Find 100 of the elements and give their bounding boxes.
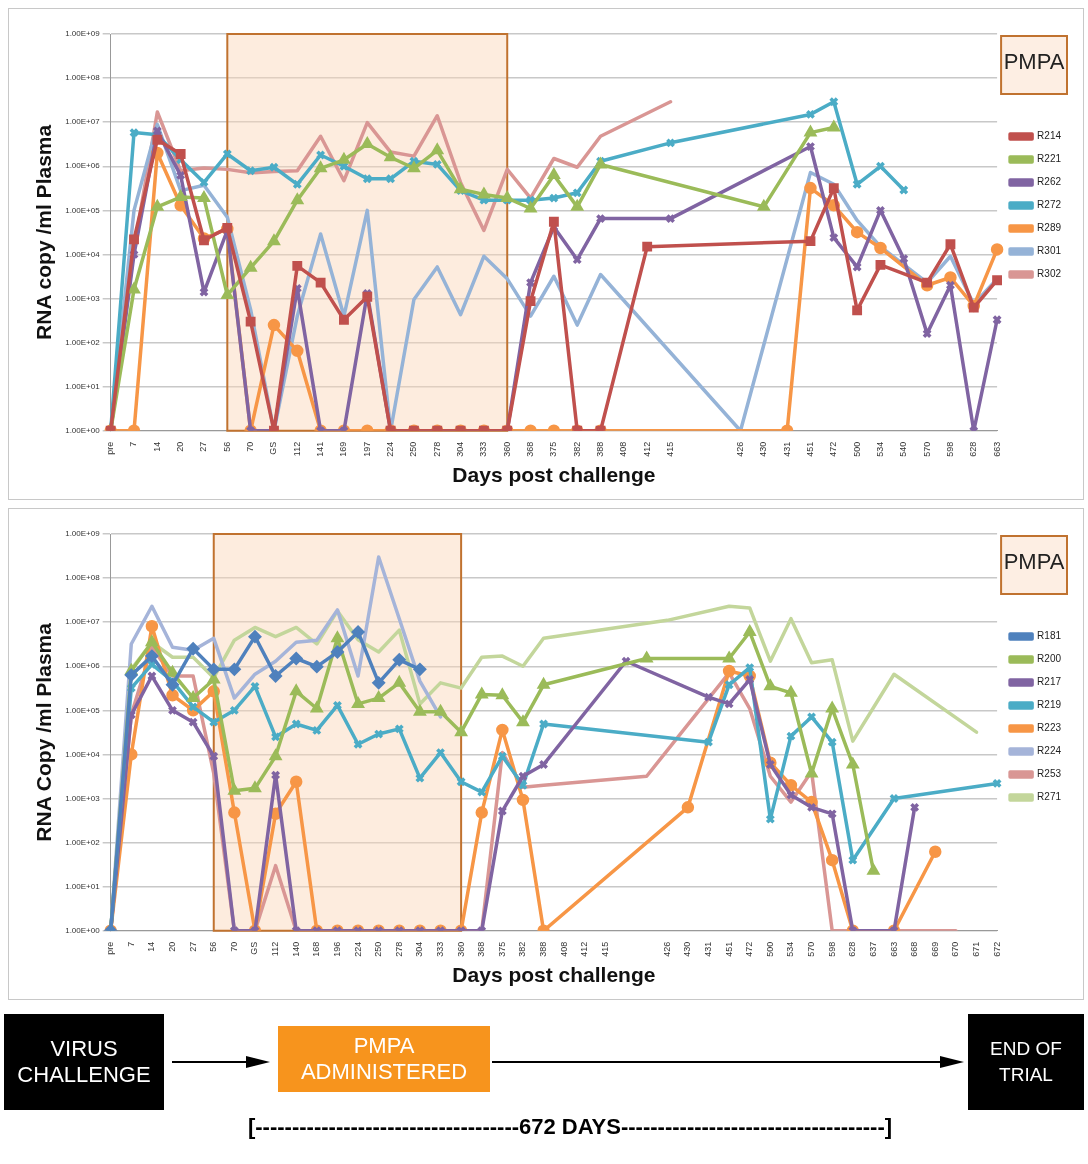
x-tick-label: 70 xyxy=(228,941,239,952)
y-tick-label: 1.00E+03 xyxy=(65,793,101,803)
x-tick-label: 430 xyxy=(682,941,693,957)
x-tick-label: 7 xyxy=(128,441,139,447)
legend-label: R217 xyxy=(1037,676,1062,688)
legend-label: R223 xyxy=(1037,722,1062,734)
y-tick-label: 1.00E+07 xyxy=(65,117,101,127)
x-tick-label: 56 xyxy=(208,941,219,952)
x-tick-label: 20 xyxy=(167,941,177,952)
x-tick-label: 500 xyxy=(764,941,775,957)
x-tick-label: 112 xyxy=(291,441,302,457)
x-tick-label: 7 xyxy=(125,941,136,947)
legend-label: R219 xyxy=(1037,699,1062,711)
x-tick-label: 20 xyxy=(175,441,186,452)
x-tick-label: 412 xyxy=(641,441,652,457)
x-tick-label: 598 xyxy=(944,441,955,457)
legend-label: R181 xyxy=(1037,630,1062,642)
x-tick-label: 224 xyxy=(352,941,363,957)
x-tick-label: 278 xyxy=(431,441,442,457)
x-tick-label: 472 xyxy=(744,941,755,957)
x-tick-label: pre xyxy=(105,941,116,955)
y-tick-label: 1.00E+01 xyxy=(65,381,101,391)
x-tick-label: 304 xyxy=(414,941,425,957)
x-tick-label: 408 xyxy=(558,941,569,957)
x-tick-label: 540 xyxy=(898,441,909,457)
x-tick-label: 141 xyxy=(315,441,326,457)
text: END OF TRIAL xyxy=(968,1014,1084,1110)
x-tick-label: 671 xyxy=(970,941,981,957)
x-tick-label: 70 xyxy=(245,441,256,452)
x-tick-label: 360 xyxy=(501,441,512,457)
x-tick-label: 451 xyxy=(804,441,815,457)
x-tick-label: 426 xyxy=(661,941,672,957)
x-tick-label: 168 xyxy=(311,941,322,957)
legend-label: R221 xyxy=(1037,153,1062,165)
x-tick-label: GS xyxy=(268,441,279,455)
legend-title: PMPA xyxy=(1003,549,1065,575)
x-tick-label: 112 xyxy=(270,941,281,957)
y-tick-label: 1.00E+04 xyxy=(65,749,101,759)
text: PMPA ADMINISTERED xyxy=(278,1026,490,1092)
x-tick-label: 250 xyxy=(373,941,384,957)
y-tick-label: 1.00E+00 xyxy=(65,925,101,935)
x-tick-label: 382 xyxy=(571,441,582,457)
x-tick-label: 672 xyxy=(991,941,1002,957)
x-tick-label: 388 xyxy=(595,441,606,457)
x-tick-label: 628 xyxy=(847,941,858,957)
x-tick-label: 412 xyxy=(579,941,590,957)
x-tick-label: GS xyxy=(249,941,260,955)
legend-label: R301 xyxy=(1037,245,1062,257)
x-tick-label: 360 xyxy=(455,941,466,957)
text: [------------------------------------672 DAYS------------------------------------] xyxy=(246,1114,894,1140)
x-tick-label: 408 xyxy=(618,441,629,457)
legend-label: R200 xyxy=(1037,653,1062,665)
x-tick-label: 570 xyxy=(806,941,817,957)
x-tick-label: 669 xyxy=(929,941,940,957)
x-tick-label: 250 xyxy=(408,441,419,457)
x-tick-label: 430 xyxy=(758,441,769,457)
y-tick-label: 1.00E+05 xyxy=(65,205,101,215)
x-tick-label: 368 xyxy=(525,441,536,457)
x-tick-label: 415 xyxy=(665,441,675,457)
y-tick-label: 1.00E+06 xyxy=(65,661,101,671)
x-tick-label: 375 xyxy=(496,941,507,957)
legend-title: PMPA xyxy=(1003,49,1065,75)
y-tick-label: 1.00E+03 xyxy=(65,293,101,303)
y-tick-label: 1.00E+04 xyxy=(65,249,101,259)
x-tick-label: 472 xyxy=(828,441,839,457)
y-tick-label: 1.00E+02 xyxy=(65,837,101,847)
x-tick-label: 333 xyxy=(434,941,445,957)
x-tick-label: 570 xyxy=(921,441,932,457)
x-tick-label: pre xyxy=(105,441,116,455)
x-tick-label: 27 xyxy=(187,941,198,952)
legend-label: R289 xyxy=(1037,222,1062,234)
y-tick-label: 1.00E+09 xyxy=(65,29,101,39)
y-tick-label: 1.00E+02 xyxy=(65,337,101,347)
x-tick-label: 14 xyxy=(146,941,157,952)
x-tick-label: 197 xyxy=(361,441,372,457)
text: VIRUS CHALLENGE xyxy=(4,1014,164,1110)
x-tick-label: 196 xyxy=(331,941,342,957)
legend-label: R271 xyxy=(1037,791,1062,803)
x-tick-label: 598 xyxy=(826,941,837,957)
x-tick-label: 224 xyxy=(385,441,396,457)
y-tick-label: 1.00E+08 xyxy=(65,73,101,83)
x-tick-label: 368 xyxy=(476,941,487,957)
x-tick-label: 637 xyxy=(867,941,878,957)
x-tick-label: 169 xyxy=(338,441,349,457)
y-tick-label: 1.00E+00 xyxy=(65,425,101,435)
x-axis-title: Days post challenge xyxy=(452,463,656,487)
x-tick-label: 278 xyxy=(393,941,404,957)
x-tick-label: 375 xyxy=(548,441,559,457)
x-tick-label: 140 xyxy=(290,941,301,957)
x-tick-label: 426 xyxy=(734,441,745,457)
y-tick-label: 1.00E+06 xyxy=(65,161,101,171)
y-axis-title: RNA Copy /ml Plasma xyxy=(32,622,56,842)
x-tick-label: 333 xyxy=(478,441,489,457)
y-tick-label: 1.00E+07 xyxy=(65,617,101,627)
x-tick-label: 431 xyxy=(781,441,792,457)
legend-label: R214 xyxy=(1037,130,1062,142)
x-tick-label: 670 xyxy=(950,941,961,957)
legend-label: R272 xyxy=(1037,199,1062,211)
x-tick-label: 451 xyxy=(723,941,734,957)
x-tick-label: 431 xyxy=(702,941,713,957)
